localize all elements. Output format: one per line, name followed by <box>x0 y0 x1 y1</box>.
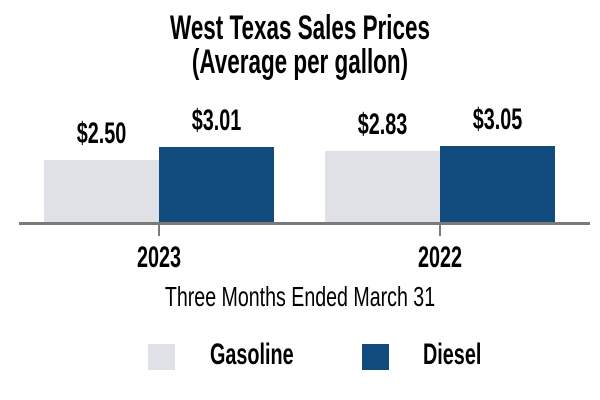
x-axis-line <box>19 222 590 225</box>
chart-title: West Texas Sales Prices <box>170 9 430 47</box>
legend-swatch-diesel <box>362 344 389 370</box>
bar-value-label-gasoline-2022: $2.83 <box>357 108 408 141</box>
x-axis-tick-2023 <box>158 225 160 236</box>
bar-gasoline-2022 <box>325 151 440 225</box>
bar-gasoline-2023 <box>44 160 159 225</box>
legend-swatch-gasoline <box>148 344 175 370</box>
bar-diesel-2022 <box>440 146 555 225</box>
chart-subtitle: (Average per gallon) <box>191 43 409 81</box>
bar-value-label-gasoline-2023: $2.50 <box>76 117 127 150</box>
legend-label-diesel: Diesel <box>423 338 482 371</box>
legend-label-gasoline: Gasoline <box>210 338 294 371</box>
bar-value-label-diesel-2022: $3.05 <box>472 103 523 136</box>
x-axis-tick-2022 <box>439 225 441 236</box>
category-label-2022: 2022 <box>417 241 463 274</box>
bar-diesel-2023 <box>159 147 274 225</box>
bar-value-label-diesel-2023: $3.01 <box>191 104 242 137</box>
x-axis-title: Three Months Ended March 31 <box>164 281 436 312</box>
category-label-2023: 2023 <box>136 241 182 274</box>
